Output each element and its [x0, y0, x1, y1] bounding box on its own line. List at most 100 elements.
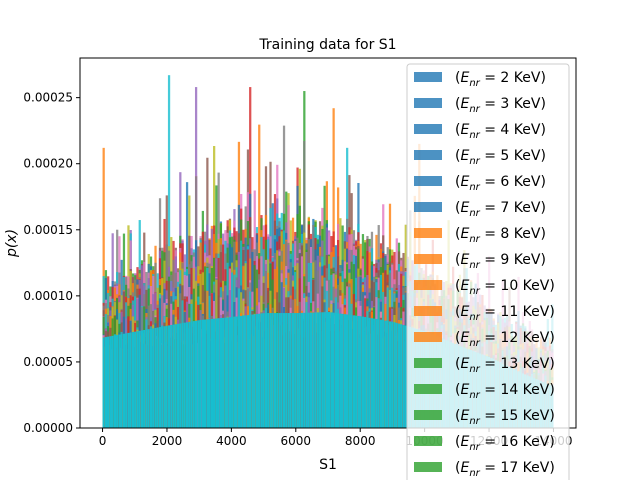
histogram-bar: [109, 336, 112, 428]
histogram-bar: [287, 313, 290, 428]
histogram-bar: [210, 318, 214, 428]
histogram-bar: [267, 313, 270, 428]
legend-label: (Enr = 4 KeV): [455, 122, 546, 141]
histogram-bar: [368, 317, 371, 428]
histogram-bar: [213, 318, 216, 428]
legend-swatch: [414, 358, 442, 368]
histogram-bar: [328, 312, 331, 428]
histogram-bar: [161, 326, 164, 428]
histogram-bar: [352, 315, 356, 428]
histogram-bar: [197, 320, 200, 428]
x-tick-label: 2000: [152, 434, 183, 448]
histogram-bar: [258, 313, 261, 428]
x-axis-label: S1: [319, 457, 337, 473]
histogram-bar: [233, 316, 236, 428]
histogram-bar: [393, 322, 396, 428]
histogram-bar: [282, 313, 286, 428]
histogram-bar: [118, 334, 121, 428]
histogram-bar: [107, 336, 110, 428]
legend-label: (Enr = 3 KeV): [455, 96, 546, 115]
legend-swatch: [414, 410, 442, 420]
histogram-bar: [346, 314, 349, 428]
y-tick-label: 0.00025: [23, 91, 73, 105]
histogram-bar: [246, 315, 250, 428]
histogram-bar: [337, 313, 340, 428]
histogram-bar: [391, 321, 394, 428]
histogram-bar: [222, 317, 225, 428]
histogram-bar: [312, 312, 315, 428]
plot-frame: [79, 57, 577, 429]
histogram-bar: [244, 315, 247, 428]
histogram-bar: [269, 313, 272, 428]
histogram-bar: [174, 324, 177, 428]
x-tick-label: 6000: [281, 434, 312, 448]
histogram-bar: [370, 318, 374, 428]
histogram-bar: [355, 315, 358, 428]
histogram-bar: [253, 314, 256, 428]
y-tick-label: 0.00020: [23, 157, 73, 171]
histogram-bar: [149, 328, 153, 428]
x-tick-label: 8000: [345, 434, 376, 448]
histogram-bar: [120, 334, 123, 428]
histogram-bar: [163, 326, 166, 428]
legend-swatch: [414, 202, 442, 212]
legend-swatch: [414, 72, 442, 82]
legend-swatch: [414, 254, 442, 264]
legend-label: (Enr = 5 KeV): [455, 148, 546, 167]
legend-swatch: [414, 306, 442, 316]
histogram-bar: [285, 313, 288, 428]
histogram-bar: [231, 317, 234, 428]
histogram-bar: [318, 312, 322, 428]
y-tick-label: 0.00010: [23, 289, 73, 303]
histogram-bar: [235, 316, 238, 428]
histogram-bar: [194, 320, 198, 428]
histogram-bar: [199, 319, 202, 428]
histogram-bar: [384, 320, 387, 428]
legend-label: (Enr = 10 KeV): [455, 278, 555, 297]
histogram-bar: [332, 312, 335, 428]
histogram-bar: [242, 315, 245, 428]
histogram-bar: [181, 323, 184, 428]
histogram-bar: [379, 319, 383, 428]
histogram-bar: [366, 317, 369, 428]
legend-label: (Enr = 7 KeV): [455, 200, 546, 219]
histogram-bars: [102, 75, 554, 429]
histogram-bar: [382, 320, 385, 428]
y-axis: 0.00000 0.00005 0.00010 0.00015 0.00020 0.000…: [23, 91, 80, 435]
histogram-bar: [330, 312, 333, 428]
legend-swatch: [414, 98, 442, 108]
histogram-bar: [172, 324, 175, 428]
histogram-bar: [185, 322, 189, 428]
histogram-bar: [388, 321, 392, 428]
histogram-bar: [325, 312, 328, 428]
legend-box: [406, 63, 570, 480]
histogram-bar: [303, 312, 306, 428]
legend-label: (Enr = 9 KeV): [455, 252, 546, 271]
histogram-bar: [260, 313, 263, 428]
legend-label: (Enr = 6 KeV): [455, 174, 546, 193]
histogram-bar: [249, 314, 252, 428]
histogram-bar: [307, 312, 310, 428]
legend-label: (Enr = 16 KeV): [455, 434, 555, 453]
histogram-bar: [226, 317, 229, 428]
histogram-bar: [255, 313, 259, 428]
histogram-bar: [127, 332, 130, 428]
histogram-bar: [143, 329, 146, 428]
y-axis-label: p(x): [4, 229, 20, 258]
histogram-bar: [129, 332, 132, 428]
histogram-bar: [316, 312, 319, 428]
histogram-bar: [343, 314, 347, 428]
histogram-bar: [350, 315, 353, 428]
legend-label: (Enr = 15 KeV): [455, 408, 555, 427]
histogram-bar: [280, 313, 283, 428]
histogram-bar: [289, 313, 292, 428]
histogram-bar: [125, 333, 128, 428]
y-tick-label: 0.00000: [23, 421, 73, 435]
legend-swatch: [414, 332, 442, 342]
legend-swatch: [414, 150, 442, 160]
legend-label: (Enr = 2 KeV): [455, 70, 546, 89]
histogram-bar: [136, 331, 139, 428]
plot-area: [79, 57, 577, 429]
histogram-bar: [271, 313, 274, 428]
